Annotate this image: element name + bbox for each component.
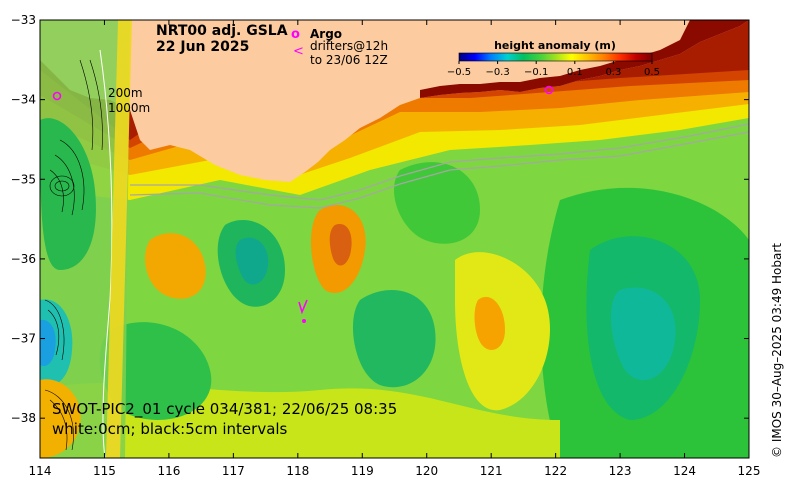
y-tick-label: −34 xyxy=(11,93,36,107)
x-tick-label: 125 xyxy=(738,464,761,478)
map-area xyxy=(40,20,749,458)
y-axis: −33 −34 −35 −36 −37 −38 xyxy=(11,13,749,425)
x-tick-label: 120 xyxy=(415,464,438,478)
imos-credit: © IMOS 30–Aug–2025 03:49 Hobart xyxy=(770,243,784,458)
colorbar-tick-label: −0.1 xyxy=(524,67,548,78)
swot-contour xyxy=(49,399,68,451)
argo-legend-label: Argo xyxy=(310,27,342,41)
x-tick-label: 117 xyxy=(222,464,245,478)
anomaly-region-eddy-teal xyxy=(235,237,269,285)
coastal-dark-fringe xyxy=(420,20,749,98)
drifter-track[interactable] xyxy=(298,299,308,315)
colorbar-tick-label: −0.5 xyxy=(447,67,471,78)
map-title-product: NRT00 adj. GSLA xyxy=(156,23,288,39)
colorbar-tick-label: 0.5 xyxy=(644,67,660,78)
swot-contour xyxy=(54,154,75,216)
x-tick-label: 116 xyxy=(157,464,180,478)
swot-contour-ring xyxy=(54,180,70,192)
swot-contour xyxy=(79,59,94,151)
swot-white-contour xyxy=(99,49,113,458)
colorbar-ticks: −0.5 −0.3 −0.1 0.1 0.3 0.5 xyxy=(447,61,660,78)
argo-float-marker[interactable] xyxy=(52,91,62,101)
isobath-1000m-label: 1000m xyxy=(108,101,150,115)
y-tick-label: −35 xyxy=(11,172,36,186)
swot-contour xyxy=(59,139,85,211)
anomaly-region-east-cyan xyxy=(610,287,676,380)
anomaly-region-mid-orange xyxy=(474,296,505,350)
x-tick-label: 121 xyxy=(480,464,503,478)
y-tick-label: −36 xyxy=(11,252,36,266)
y-tick-label: −37 xyxy=(11,332,36,346)
swot-swath xyxy=(40,20,130,458)
x-tick-label: 119 xyxy=(351,464,374,478)
argo-legend-icon: o xyxy=(291,27,300,42)
x-tick-label: 118 xyxy=(286,464,309,478)
drifter-legend-label-1: drifters@12h xyxy=(310,39,388,53)
swot-swath-blue xyxy=(40,319,56,367)
drifter-legend-label-2: to 23/06 12Z xyxy=(310,53,388,67)
colorbar xyxy=(458,52,653,62)
swot-swath-orange xyxy=(40,379,81,458)
swot-contour xyxy=(89,59,103,151)
plot-frame xyxy=(39,19,750,459)
drifter-marker[interactable] xyxy=(302,319,306,323)
x-tick-label: 115 xyxy=(93,464,116,478)
anomaly-region-central-green xyxy=(352,290,436,388)
colorbar-tick-label: −0.3 xyxy=(485,67,509,78)
swot-contour xyxy=(44,389,74,451)
x-tick-label: 122 xyxy=(544,464,567,478)
anomaly-region-eddy-red xyxy=(329,224,352,266)
colorbar-tick-label: 0.1 xyxy=(567,67,583,78)
x-tick-label: 114 xyxy=(29,464,52,478)
isobath-200m xyxy=(130,123,749,201)
map-title-date: 22 Jun 2025 xyxy=(156,39,249,55)
colorbar-tick-label: 0.3 xyxy=(605,67,621,78)
x-tick-label: 124 xyxy=(673,464,696,478)
swot-note-line1: SWOT-PIC2_01 cycle 034/381; 22/06/25 08:… xyxy=(52,400,397,419)
isobath-1000m xyxy=(129,131,749,209)
swot-nadir-strip xyxy=(106,20,132,458)
swot-contour xyxy=(47,309,60,356)
swot-swath-green xyxy=(40,118,96,270)
swot-contour-ring xyxy=(49,175,75,197)
anomaly-region-sw-green xyxy=(99,322,212,420)
x-axis: 114 115 116 117 118 119 120 121 122 123 124 125 xyxy=(29,20,761,478)
drifter-legend-icon: < xyxy=(293,44,304,59)
y-tick-label: −33 xyxy=(11,13,36,27)
swot-contours xyxy=(44,59,103,451)
swot-contour xyxy=(44,299,65,361)
x-tick-label: 123 xyxy=(609,464,632,478)
swot-contour xyxy=(49,169,64,213)
y-tick-label: −38 xyxy=(11,411,36,425)
anomaly-region-ne-green xyxy=(394,162,480,244)
swot-note-line2: white:0cm; black:5cm intervals xyxy=(52,420,288,438)
colorbar-title: height anomaly (m) xyxy=(494,39,616,52)
anomaly-region-eddy-orange-west xyxy=(145,233,206,299)
isobath-200m-label: 200m xyxy=(108,86,143,100)
argo-float-marker[interactable] xyxy=(544,85,554,95)
